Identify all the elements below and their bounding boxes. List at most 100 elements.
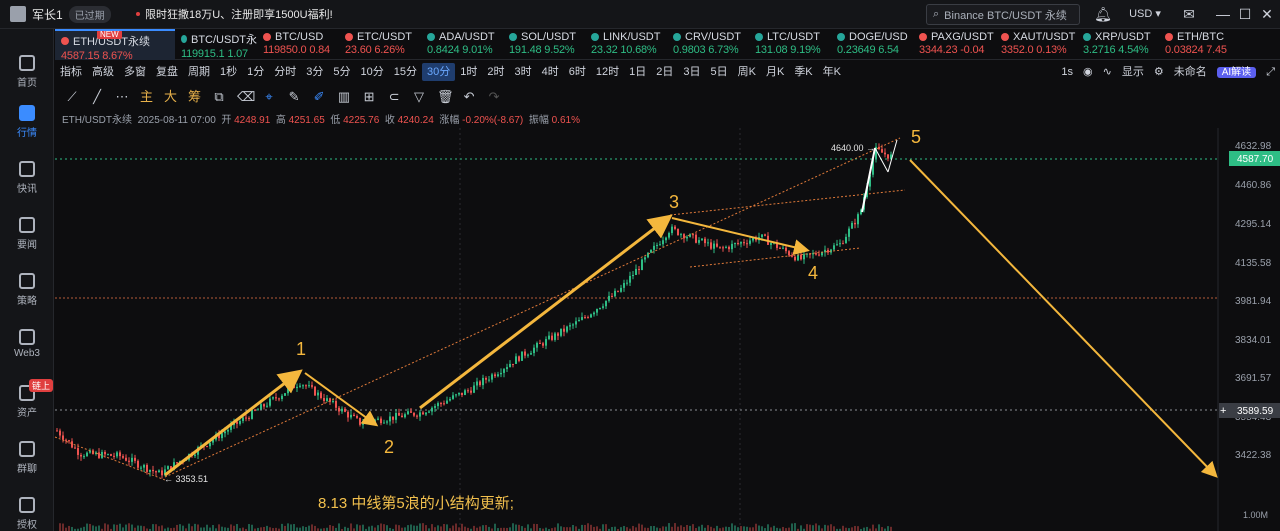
chip-button[interactable]: 筹 bbox=[188, 89, 202, 104]
layout-name-select[interactable]: 未命名 bbox=[1173, 66, 1207, 78]
ticker-tab-doge-usd[interactable]: DOGE/USD 0.23649 6.54 bbox=[831, 29, 913, 60]
ticker-tab-eth-btc[interactable]: ETH/BTC 0.03824 7.45 bbox=[1159, 29, 1241, 60]
period-5日[interactable]: 5日 bbox=[710, 66, 728, 78]
period-3时[interactable]: 3时 bbox=[514, 66, 532, 78]
sidebar-item-chat[interactable]: 群聊 bbox=[0, 441, 54, 475]
sidebar-item-auth[interactable]: 授权 bbox=[0, 497, 54, 531]
ticker-tab-btc-usdt-[interactable]: BTC/USDT永 119915.1 1.07 bbox=[175, 29, 257, 60]
user-area[interactable]: 军长1 已过期 bbox=[0, 5, 130, 23]
sidebar-item-news[interactable]: 快讯 bbox=[0, 161, 54, 195]
volume-bar bbox=[533, 523, 535, 531]
candles-icon[interactable]: ▥ bbox=[337, 89, 351, 104]
period-select[interactable]: 周期 bbox=[188, 66, 210, 78]
ticker-tab-link-usdt[interactable]: LINK/USDT 23.32 10.68% bbox=[585, 29, 667, 60]
settings-icon[interactable]: ⚙ bbox=[1153, 66, 1164, 78]
period-3日[interactable]: 3日 bbox=[683, 66, 701, 78]
brush-icon[interactable]: ✐ bbox=[313, 89, 325, 104]
bell-icon[interactable]: 🔔︎ bbox=[1094, 6, 1112, 22]
undo-icon[interactable]: ↶ bbox=[463, 89, 475, 104]
candle-body bbox=[548, 335, 550, 340]
volume-bar bbox=[701, 524, 703, 531]
advanced-button[interactable]: 高级 bbox=[92, 66, 114, 78]
avatar[interactable] bbox=[10, 6, 26, 22]
speed-button[interactable]: 1s bbox=[1061, 66, 1074, 78]
period-2日[interactable]: 2日 bbox=[656, 66, 674, 78]
candle-body bbox=[146, 464, 148, 472]
mail-icon[interactable]: ✉ bbox=[1183, 6, 1195, 22]
promo-banner[interactable]: 限时狂撒18万U、注册即享1500U福利! bbox=[136, 6, 333, 22]
ticker-tab-paxg-usdt[interactable]: PAXG/USDT 3344.23 -0.04 bbox=[913, 29, 995, 60]
sidebar-item-asset[interactable]: 链上 资产 bbox=[0, 379, 54, 419]
ticker-tab-btc-usd[interactable]: BTC/USD 119850.0 0.84 bbox=[257, 29, 339, 60]
period-1分[interactable]: 1分 bbox=[247, 66, 265, 78]
line-icon[interactable]: ╱ bbox=[93, 89, 101, 104]
period-6时[interactable]: 6时 bbox=[568, 66, 586, 78]
volume-bar bbox=[566, 527, 568, 531]
indicator-button[interactable]: 指标 bbox=[60, 66, 82, 78]
ticker-tab-eth-usdt-[interactable]: ETH/USDT永续 4587.15 8.67% NEW bbox=[55, 29, 175, 60]
replay-button[interactable]: 复盘 bbox=[156, 66, 178, 78]
candle-body bbox=[188, 453, 190, 460]
ticker-tab-crv-usdt[interactable]: CRV/USDT 0.9803 6.73% bbox=[667, 29, 749, 60]
period-10分[interactable]: 10分 bbox=[360, 66, 384, 78]
candle-body bbox=[107, 454, 109, 456]
crosshair-icon[interactable]: ⌖ bbox=[265, 89, 273, 104]
search-input[interactable]: ⌕ Binance BTC/USDT 永续 bbox=[926, 4, 1080, 25]
current-price-tag: 4587.70 bbox=[1237, 154, 1274, 165]
minimize-icon[interactable]: — bbox=[1216, 6, 1230, 22]
ticker-tab-ltc-usdt[interactable]: LTC/USDT 131.08 9.19% bbox=[749, 29, 831, 60]
period-周K[interactable]: 周K bbox=[737, 66, 756, 78]
more-icon[interactable]: ⋯ bbox=[115, 89, 129, 104]
maximize-icon[interactable]: ☐ bbox=[1238, 6, 1252, 22]
filter-icon[interactable]: ▽ bbox=[414, 89, 425, 104]
sidebar-item-web3[interactable]: Web3 bbox=[0, 329, 54, 359]
copy-icon[interactable]: ⧉ bbox=[214, 89, 224, 104]
period-12时[interactable]: 12时 bbox=[595, 66, 620, 78]
volume-bar bbox=[794, 523, 796, 531]
period-1日[interactable]: 1日 bbox=[629, 66, 647, 78]
fullscreen-icon[interactable]: ⤢ bbox=[1266, 66, 1275, 78]
measure-icon[interactable]: ⊞ bbox=[363, 89, 375, 104]
big-order-button[interactable]: 大 bbox=[164, 89, 178, 104]
sidebar-item-market[interactable]: 行情 bbox=[0, 105, 54, 139]
pen-icon[interactable]: ✎ bbox=[288, 89, 300, 104]
ticker-tab-sol-usdt[interactable]: SOL/USDT 191.48 9.52% bbox=[503, 29, 585, 60]
period-月K[interactable]: 月K bbox=[765, 66, 785, 78]
multi-window-button[interactable]: 多窗 bbox=[124, 66, 146, 78]
period-30分[interactable]: 30分 bbox=[422, 63, 456, 81]
volume-bar bbox=[464, 526, 466, 531]
period-3分[interactable]: 3分 bbox=[306, 66, 324, 78]
ai-button[interactable]: AI解读 bbox=[1212, 63, 1261, 81]
eraser-icon[interactable]: ⌫ bbox=[237, 89, 256, 104]
ticker-tab-xrp-usdt[interactable]: XRP/USDT 3.2716 4.54% bbox=[1077, 29, 1159, 60]
sidebar-item-home[interactable]: 首页 bbox=[0, 55, 54, 89]
period-1时[interactable]: 1时 bbox=[460, 66, 478, 78]
chart-type-icon[interactable]: ∿ bbox=[1102, 66, 1112, 78]
period-4时[interactable]: 4时 bbox=[541, 66, 559, 78]
period-15分[interactable]: 15分 bbox=[393, 66, 417, 78]
redo-icon[interactable]: ↷ bbox=[488, 89, 500, 104]
volume-bar bbox=[440, 526, 442, 531]
period-季K[interactable]: 季K bbox=[794, 66, 813, 78]
volume-bar bbox=[167, 527, 169, 531]
camera-icon[interactable]: ◉ bbox=[1083, 66, 1093, 78]
magnet-icon[interactable]: ⊂ bbox=[388, 89, 400, 104]
period-分时[interactable]: 分时 bbox=[274, 66, 297, 78]
sidebar-item-strategy[interactable]: 策略 bbox=[0, 273, 54, 307]
trash-icon[interactable]: 🗑︎ bbox=[437, 89, 454, 104]
display-button[interactable]: 显示 bbox=[1121, 66, 1144, 78]
close-icon[interactable]: ✕ bbox=[1261, 6, 1273, 22]
period-年K[interactable]: 年K bbox=[822, 66, 841, 78]
candle-body bbox=[407, 411, 409, 415]
ticker-tab-etc-usdt[interactable]: ETC/USDT 23.60 6.26% bbox=[339, 29, 421, 60]
period-2时[interactable]: 2时 bbox=[487, 66, 505, 78]
period-1秒[interactable]: 1秒 bbox=[220, 66, 238, 78]
main-force-button[interactable]: 主 bbox=[140, 89, 154, 104]
currency-select[interactable]: USD ▾ bbox=[1129, 8, 1161, 20]
period-5分[interactable]: 5分 bbox=[333, 66, 351, 78]
sidebar-item-label: 要闻 bbox=[17, 240, 37, 251]
ticker-tab-ada-usdt[interactable]: ADA/USDT 0.8424 9.01% bbox=[421, 29, 503, 60]
sidebar-item-headlines[interactable]: 要闻 bbox=[0, 217, 54, 251]
ruler-icon[interactable]: ⟋ bbox=[67, 89, 77, 104]
ticker-tab-xaut-usdt[interactable]: XAUT/USDT 3352.0 0.13% bbox=[995, 29, 1077, 60]
